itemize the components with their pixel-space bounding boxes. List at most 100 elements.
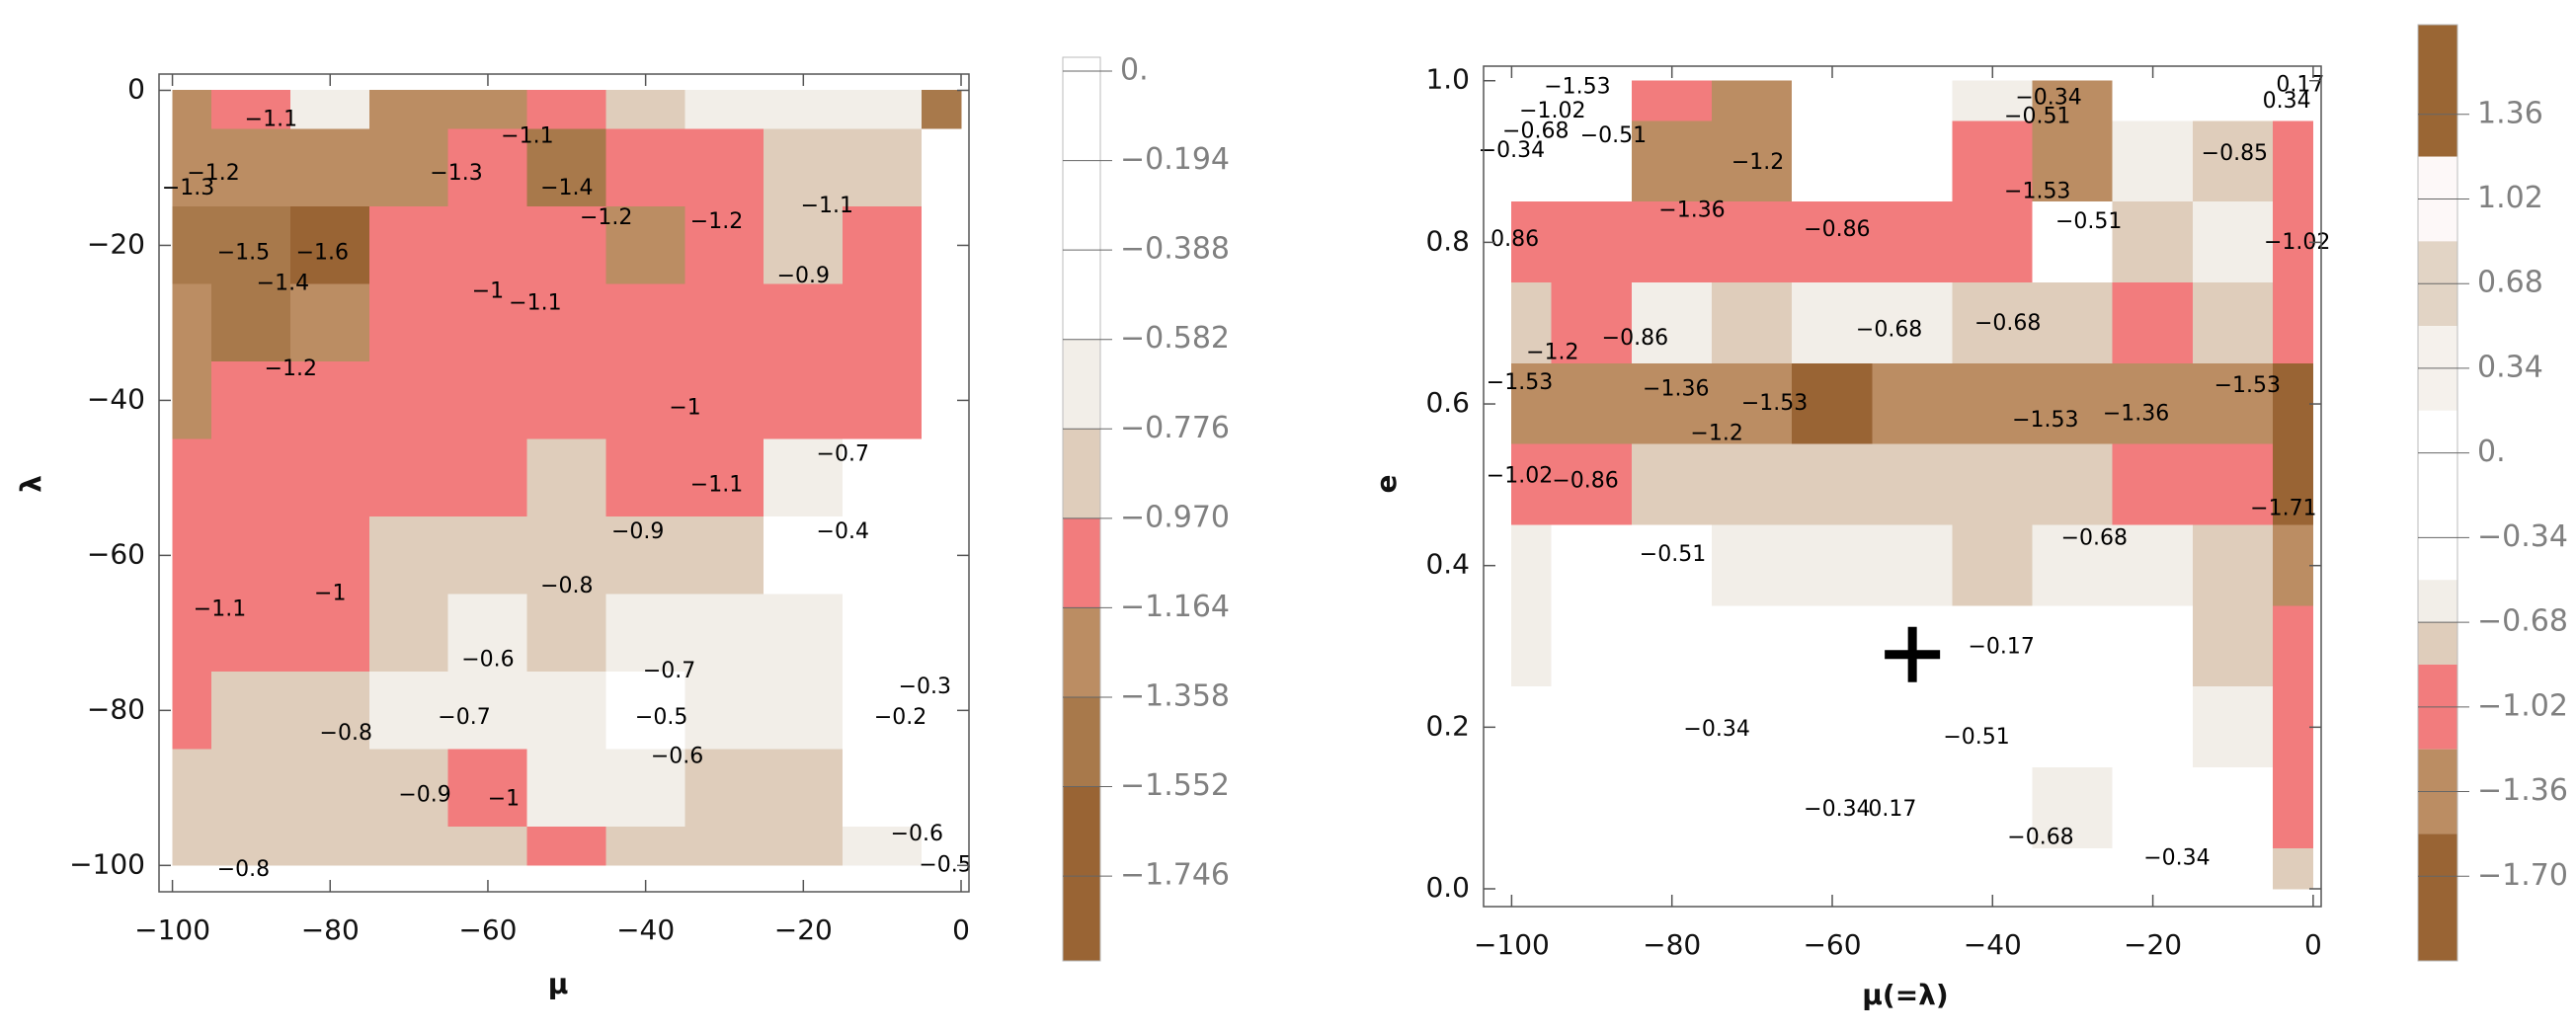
contour-cell xyxy=(842,360,923,439)
contour-cell xyxy=(368,594,449,673)
contour-cell xyxy=(2032,281,2114,364)
contour-cell xyxy=(2112,80,2194,121)
colorbar-tick-label: −1.358 xyxy=(1120,678,1230,713)
colorbar-tick-label: 0.68 xyxy=(2477,266,2543,300)
colorbar-tick-label: 0. xyxy=(1120,53,1149,88)
contour-cell xyxy=(2192,686,2274,768)
contour-cell xyxy=(172,749,212,828)
contour-cell xyxy=(842,826,923,866)
y-axis-title: λ xyxy=(15,475,47,493)
contour-label: −1.2 xyxy=(265,357,317,381)
contour-label: −1.1 xyxy=(801,194,853,218)
colorbar-band xyxy=(1063,517,1100,608)
contour-cell xyxy=(447,438,528,517)
contour-cell xyxy=(526,826,607,866)
contour-cell xyxy=(842,594,923,673)
contour-cell xyxy=(526,128,607,207)
contour-cell xyxy=(1551,201,1633,283)
contour-cell xyxy=(684,826,765,866)
colorbar-tick-label: −0.194 xyxy=(1120,142,1230,177)
contour-cell xyxy=(1711,605,1793,687)
contour-cell xyxy=(764,205,844,284)
colorbar-tick-label: −1.746 xyxy=(1120,858,1230,893)
x-axis-title: μ xyxy=(548,968,569,1000)
contour-cell xyxy=(172,594,212,673)
contour-cell xyxy=(1551,362,1633,445)
contour-cell xyxy=(921,671,962,750)
contour-cell xyxy=(1872,524,1954,606)
contour-cell xyxy=(368,90,449,130)
contour-label: −1.02 xyxy=(1487,464,1553,489)
contour-cell xyxy=(368,671,449,750)
contour-label: −0.3 xyxy=(899,675,951,699)
contour-cell xyxy=(684,749,765,828)
contour-cell xyxy=(447,128,528,207)
colorbar-tick-label: −0.582 xyxy=(1120,321,1230,356)
contour-cell xyxy=(842,749,923,828)
contour-cell xyxy=(1872,80,1954,121)
contour-cell xyxy=(1711,766,1793,849)
contour-cell xyxy=(1511,362,1553,445)
contour-label: −1.36 xyxy=(1643,376,1709,401)
contour-cell xyxy=(2112,605,2194,687)
contour-cell xyxy=(211,826,291,866)
contour-cell xyxy=(921,749,962,828)
contour-label: −1.53 xyxy=(1741,391,1808,416)
contour-cell xyxy=(2192,605,2274,687)
contour-label: −1.2 xyxy=(1731,150,1784,175)
contour-cell xyxy=(1631,686,1713,768)
contour-cell xyxy=(1711,201,1793,283)
contour-cell xyxy=(290,438,370,517)
contour-cell xyxy=(368,516,449,595)
contour-cell xyxy=(842,516,923,595)
contour-cell xyxy=(172,128,212,207)
contour-label: −0.86 xyxy=(1804,217,1870,242)
contour-label: −1.1 xyxy=(509,290,561,315)
contour-cell xyxy=(368,205,449,284)
contour-cell xyxy=(1511,281,1553,364)
contour-cell xyxy=(764,90,844,130)
contour-cell xyxy=(2032,605,2114,687)
contour-cell xyxy=(1631,524,1713,606)
contour-cell xyxy=(605,516,685,595)
y-tick-label: 0.2 xyxy=(1425,709,1470,742)
contour-cell xyxy=(842,90,923,130)
colorbar-band xyxy=(2418,834,2457,961)
contour-label: −1.53 xyxy=(1487,370,1553,395)
contour-label: −0.68 xyxy=(2007,825,2073,849)
y-tick-label: −20 xyxy=(87,227,145,260)
contour-cell xyxy=(921,90,962,130)
contour-cell xyxy=(1631,201,1713,283)
contour-cell xyxy=(211,516,291,595)
contour-cell xyxy=(526,594,607,673)
contour-cell xyxy=(1872,201,1954,283)
contour-field xyxy=(1511,80,2314,890)
colorbar-tick-label: −1.36 xyxy=(2477,773,2568,808)
colorbar-band xyxy=(1063,786,1100,961)
contour-cell xyxy=(526,205,607,284)
x-tick-label: −60 xyxy=(1803,928,1861,961)
contour-cell xyxy=(2112,201,2194,283)
contour-label: −1.2 xyxy=(1526,340,1578,364)
contour-cell xyxy=(526,749,607,828)
contour-cell xyxy=(211,90,291,130)
contour-label: −0.68 xyxy=(2061,526,2128,551)
contour-cell xyxy=(764,516,844,595)
contour-cell xyxy=(290,128,370,207)
contour-cell xyxy=(2032,443,2114,526)
contour-cell xyxy=(447,360,528,439)
contour-cell xyxy=(447,205,528,284)
contour-cell xyxy=(290,205,370,284)
contour-cell xyxy=(921,283,962,362)
contour-cell xyxy=(2273,686,2314,768)
contour-cell xyxy=(1792,120,1873,202)
contour-cell xyxy=(2273,281,2314,364)
contour-cell xyxy=(764,826,844,866)
contour-cell xyxy=(605,205,685,284)
x-tick-label: −80 xyxy=(301,914,360,946)
contour-field xyxy=(172,90,962,866)
contour-cell xyxy=(368,749,449,828)
contour-cell xyxy=(1551,524,1633,606)
x-tick-label: 0 xyxy=(2304,928,2322,961)
colorbar-band xyxy=(2418,580,2457,623)
